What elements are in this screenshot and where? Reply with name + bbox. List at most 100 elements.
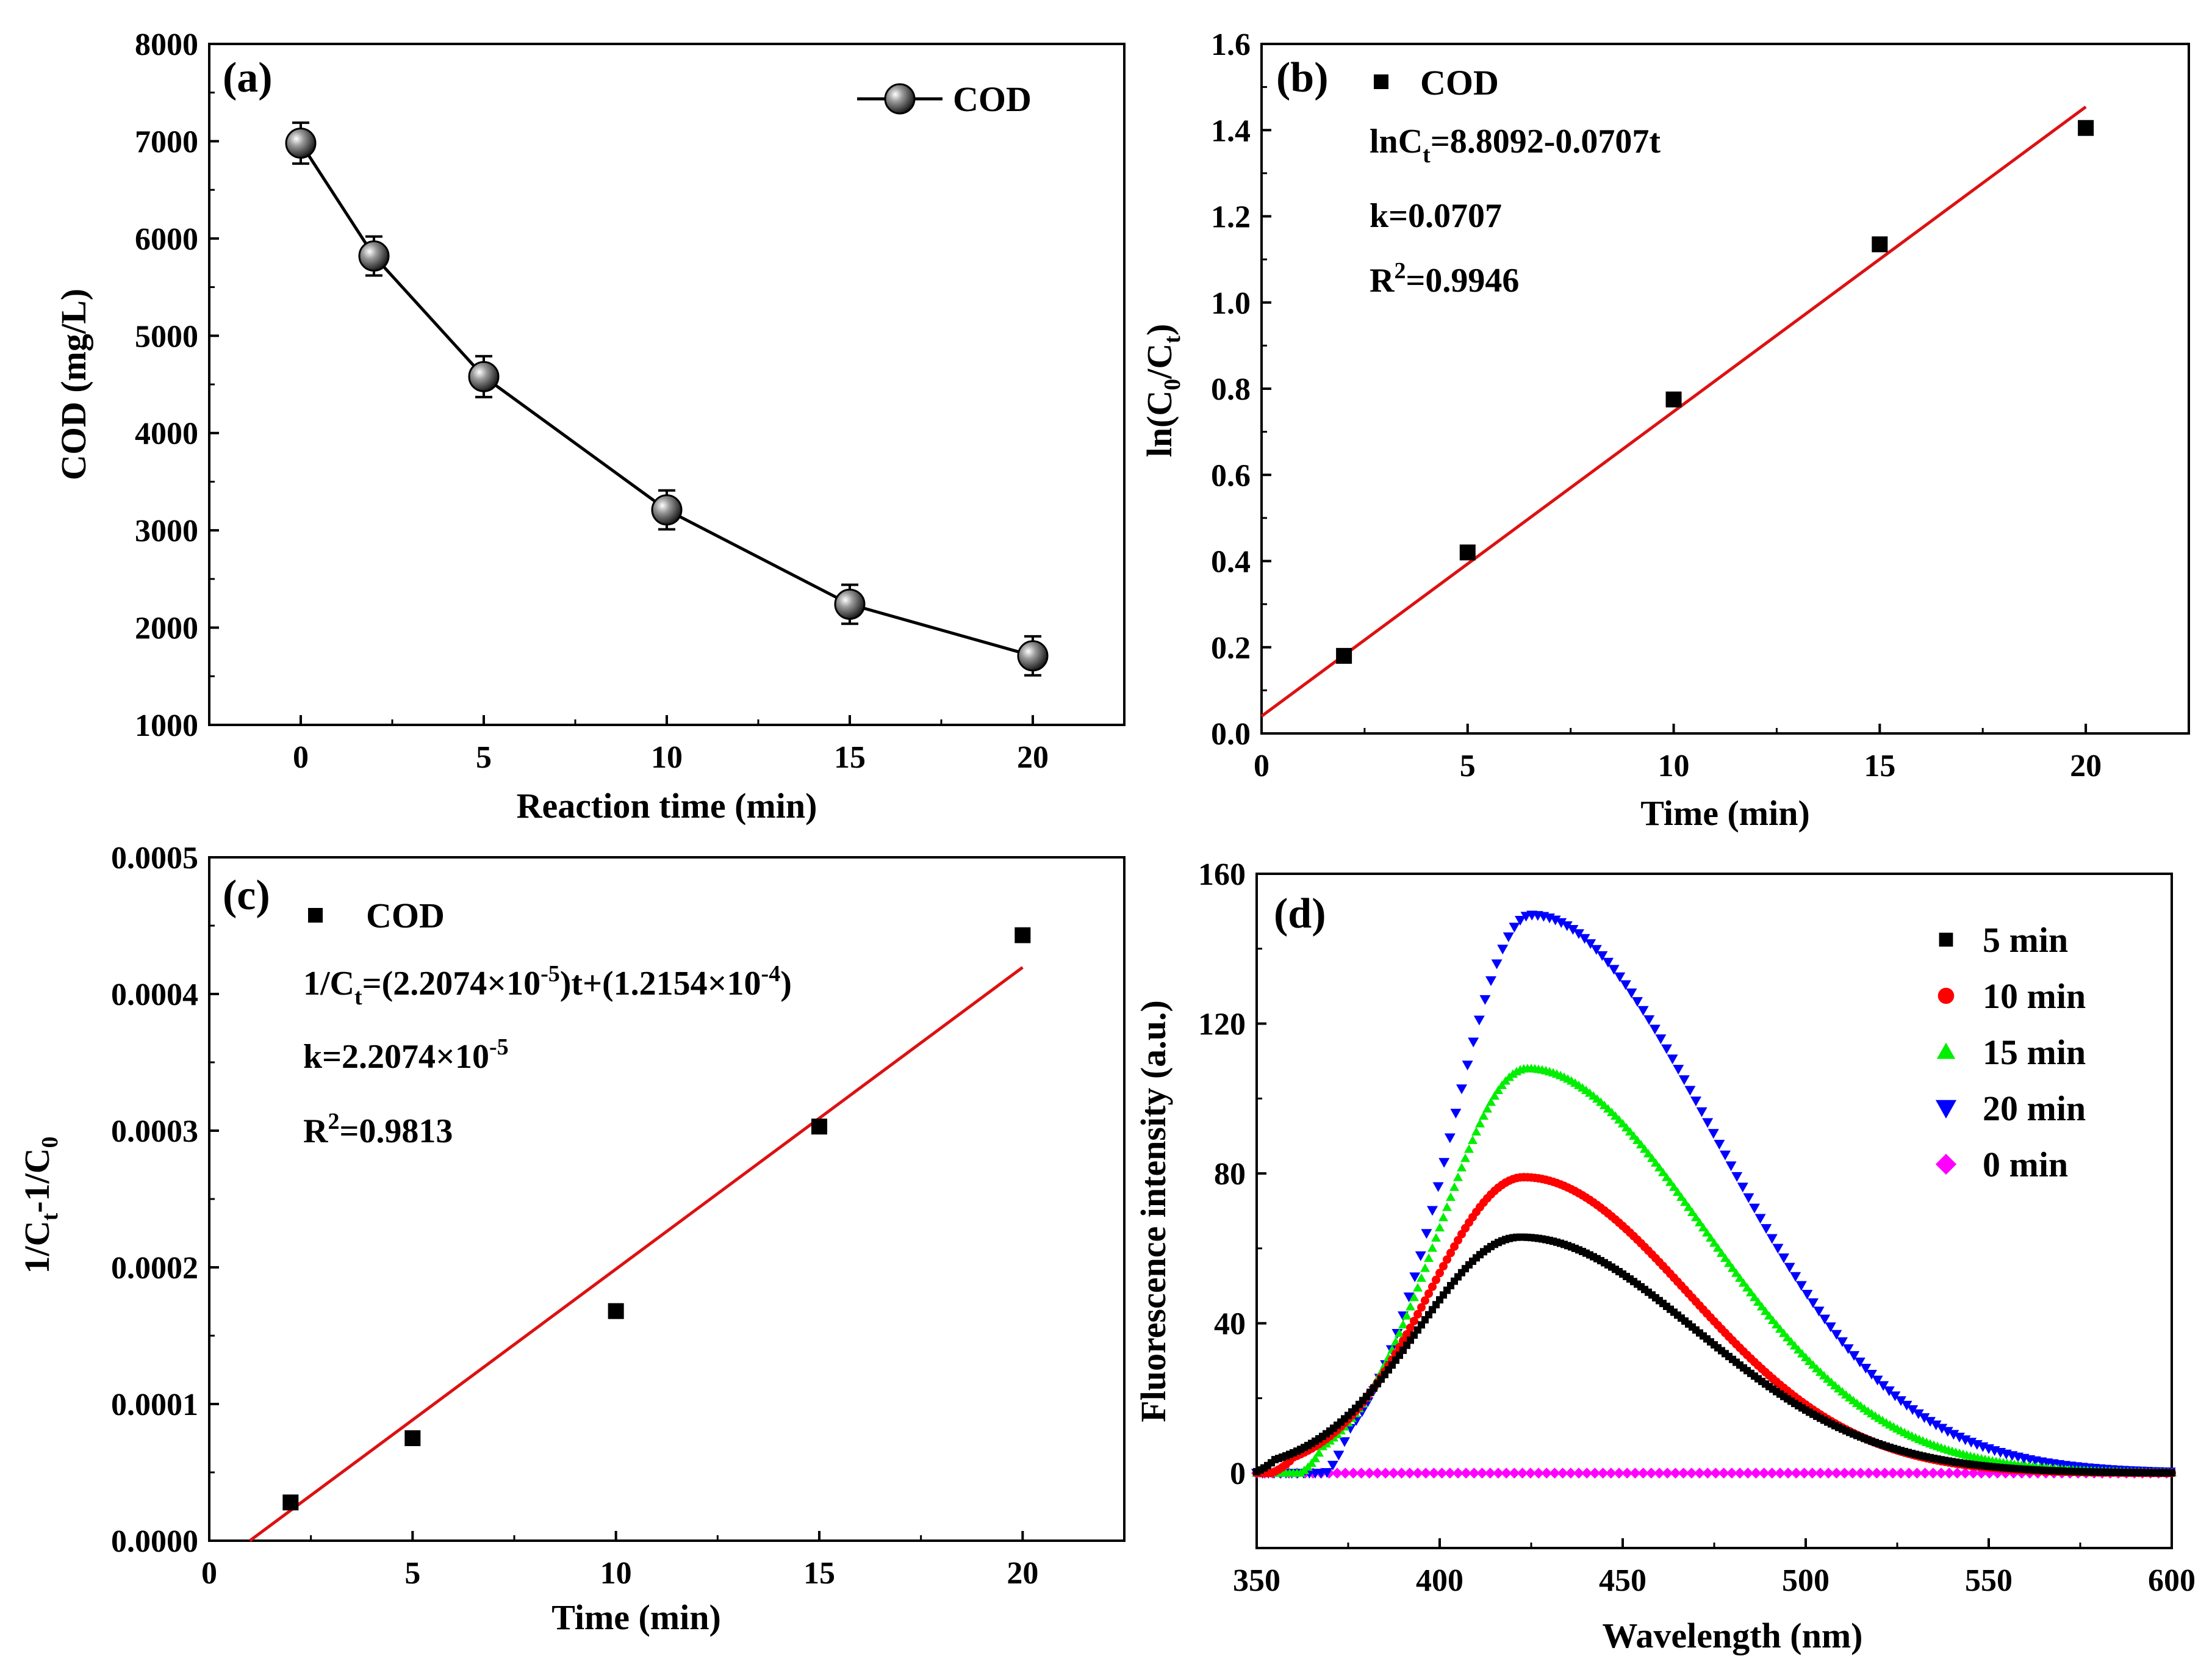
panel-d-legend-marker xyxy=(1939,932,1953,947)
panel-d-data-point xyxy=(1952,1467,1963,1479)
panel-a-series-line xyxy=(299,142,1033,658)
panel-d-data-point xyxy=(1684,1202,1693,1211)
panel-d-data-point xyxy=(1579,934,1590,944)
panel-a-y-ticks: 1000 2000 3000 4000 5000 6000 7000 8000 xyxy=(135,27,219,743)
panel-c-plot xyxy=(249,927,1031,1542)
panel-d-data-point xyxy=(1314,1448,1324,1457)
d-x-tick-label: 400 xyxy=(1416,1563,1463,1598)
panel-d-data-point xyxy=(1410,1316,1418,1325)
panel-d-data-point xyxy=(1742,1467,1754,1479)
c-x-tick-label: 0 xyxy=(201,1556,217,1591)
panel-d-data-point xyxy=(1694,1467,1705,1479)
panel-d-legend: 5 min 10 min 15 min 20 min 0 min xyxy=(1935,920,2086,1184)
panel-d-data-point xyxy=(1637,1467,1649,1479)
panel-d-legend-label: 0 min xyxy=(1983,1145,2068,1184)
panel-d-data-point xyxy=(1925,1417,1936,1427)
panel-d-data-point xyxy=(1684,1086,1696,1096)
panel-d-data-point xyxy=(1436,1467,1448,1479)
panel-d-data-point xyxy=(1686,1467,1697,1479)
panel-d-data-point xyxy=(1678,1467,1689,1479)
panel-d-data-point xyxy=(1720,1150,1731,1161)
panel-d-data-point xyxy=(1735,1273,1745,1282)
panel-d-data-point xyxy=(1698,1223,1708,1232)
panel-d-data-point xyxy=(1404,1467,1415,1479)
c-y-tick-label: 0.0000 xyxy=(111,1524,198,1559)
panel-d-data-point xyxy=(1717,1248,1726,1257)
panel-d-data-point xyxy=(1541,1467,1553,1479)
panel-d-data-point xyxy=(1581,1467,1593,1479)
panel-d-data-point xyxy=(1808,1298,1819,1308)
panel-d-data-point xyxy=(1431,1233,1441,1242)
panel-c-data-point xyxy=(404,1430,421,1446)
panel-d-data-point xyxy=(1654,1162,1664,1172)
b-x-tick-label: 10 xyxy=(1658,749,1690,783)
a-y-tick-label: 7000 xyxy=(135,124,198,159)
panel-d-data-point xyxy=(1895,1396,1906,1406)
panel-d-data-point xyxy=(1651,1158,1661,1167)
b-x-tick-label: 20 xyxy=(2070,749,2102,783)
panel-d-data-point xyxy=(1734,1467,1745,1479)
panel-d-data-point xyxy=(1798,1467,1810,1479)
panel-c-r-squared: R2=0.9813 xyxy=(303,1109,453,1150)
panel-d-data-point xyxy=(1409,1272,1421,1283)
panel-c-legend-label: COD xyxy=(366,896,445,935)
panel-d-data-point xyxy=(1667,1054,1678,1065)
panel-d-data-point xyxy=(1753,1297,1763,1306)
panel-d-data-point xyxy=(1750,1467,1762,1479)
panel-d-data-point xyxy=(1557,1467,1568,1479)
panel-d-data-point xyxy=(1801,1289,1813,1300)
panel-d-data-point xyxy=(1854,1357,1865,1367)
panel-d-data-point xyxy=(1420,1263,1430,1272)
panel-d-data-point xyxy=(1757,1302,1767,1311)
panel-d-data-point xyxy=(1795,1281,1807,1291)
c-x-tick-label: 15 xyxy=(803,1556,835,1591)
panel-d-data-point xyxy=(1649,1024,1661,1035)
panel-d-data-point xyxy=(1930,1421,1942,1431)
b-y-tick-label: 1.0 xyxy=(1211,286,1251,321)
panel-d-data-point xyxy=(1819,1314,1831,1325)
panel-d-data-point xyxy=(1456,1084,1467,1095)
panel-d-data-point xyxy=(1479,1111,1488,1120)
panel-d-data-point xyxy=(1372,1467,1383,1479)
panel-b-data-point xyxy=(1665,391,1682,408)
panel-d-data-point xyxy=(1636,1140,1646,1149)
panel-d-data-point xyxy=(1839,1467,1850,1479)
panel-d-data-point xyxy=(1629,1131,1639,1140)
panel-d-data-point xyxy=(1442,1202,1452,1211)
panel-c-frame xyxy=(208,856,1126,1542)
a-y-tick-label: 2000 xyxy=(135,611,198,646)
panel-d-data-point xyxy=(1597,1467,1609,1479)
panel-d-data-point xyxy=(1388,1467,1399,1479)
panel-d-data-point xyxy=(1460,1467,1472,1479)
panel-d-data-point xyxy=(1790,1272,1801,1282)
panel-d-data-point xyxy=(1402,1330,1411,1339)
panel-d-data-point xyxy=(1565,1467,1576,1479)
panel-c-data-point xyxy=(811,1118,827,1135)
panel-c-equation: 1/Ct=(2.2074×10-5)t+(1.2154×10-4) xyxy=(303,961,792,1010)
panel-d-data-point xyxy=(1356,1467,1367,1479)
panel-d-data-point xyxy=(1614,972,1626,982)
panel-d-data-point xyxy=(1658,1167,1668,1176)
panel-d-data-point xyxy=(1912,1409,1924,1419)
b-y-tick-label: 0.2 xyxy=(1211,631,1251,666)
panel-d-data-point xyxy=(1482,1104,1492,1113)
panel-d-data-point xyxy=(1446,1248,1455,1258)
panel-d-data-point xyxy=(1435,1269,1444,1278)
panel-d-data-point xyxy=(1432,1182,1444,1192)
panel-d-data-point xyxy=(1424,1289,1433,1298)
panel-d-data-point xyxy=(1731,1268,1741,1277)
panel-d-data-point xyxy=(1417,1273,1426,1282)
panel-d-data-point xyxy=(1954,1433,1965,1443)
panel-c-x-axis-label: Time (min) xyxy=(551,1597,721,1637)
panel-d-data-point xyxy=(1573,1467,1584,1479)
panel-d-data-point xyxy=(1775,1467,1786,1479)
panel-d-data-point xyxy=(1620,980,1631,990)
panel-b-fit-line xyxy=(1260,106,2087,718)
panel-d-data-point xyxy=(1911,1467,1923,1479)
panel-d-data-point xyxy=(1497,945,1509,955)
panel-d-data-point xyxy=(1468,1037,1479,1048)
panel-d-data-point xyxy=(1567,924,1579,935)
panel-d-data-point xyxy=(1706,1233,1715,1242)
panel-d-legend-marker xyxy=(1936,1042,1956,1059)
c-y-tick-label: 0.0003 xyxy=(111,1114,198,1149)
